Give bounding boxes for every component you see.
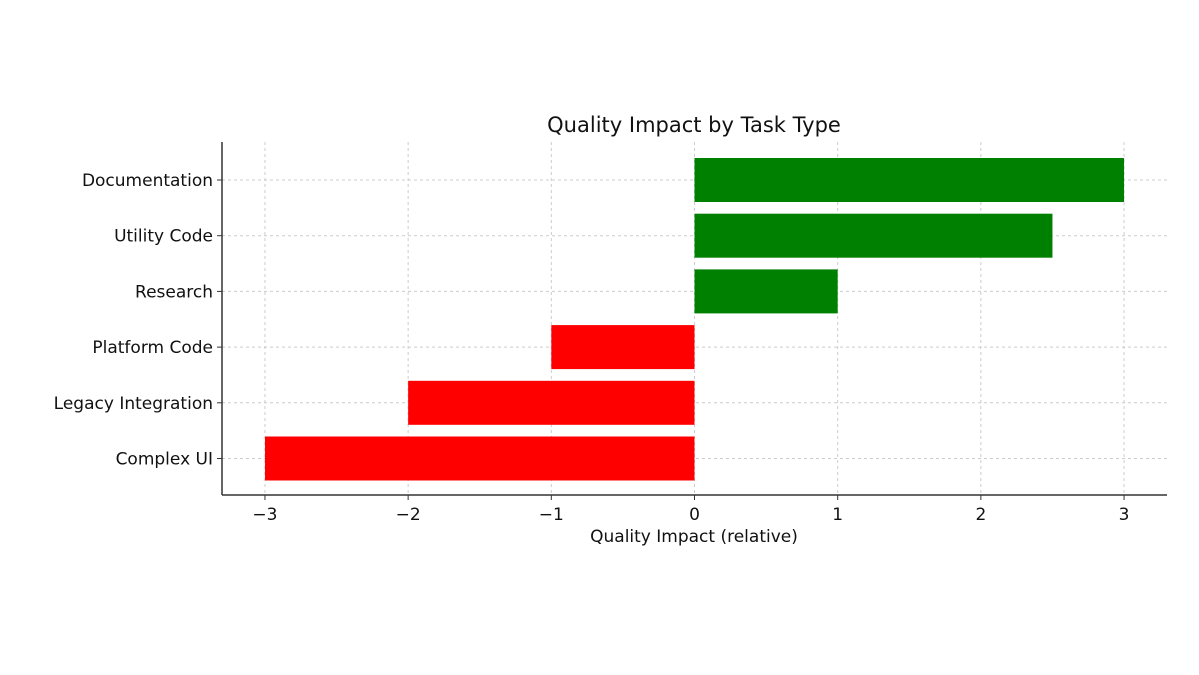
x-axis-label: Quality Impact (relative): [590, 527, 798, 547]
bar-research: [694, 269, 838, 314]
bars-layer: [264, 158, 1125, 481]
x-tick-label: 1: [832, 505, 843, 525]
y-category-labels: Documentation Utility Code Research Platfor…: [54, 171, 213, 470]
x-tick-label: −2: [396, 505, 421, 525]
y-tick-label: Complex UI: [116, 450, 213, 470]
x-ticks: −3 −2 −1 0 1 2 3: [252, 495, 1129, 525]
y-tick-label: Documentation: [82, 171, 213, 191]
x-tick-label: 3: [1119, 505, 1130, 525]
x-tick-label: 2: [975, 505, 986, 525]
bar-complex-ui: [264, 436, 695, 481]
bar-utility-code: [694, 213, 1053, 258]
x-tick-label: 0: [689, 505, 700, 525]
x-tick-label: −1: [539, 505, 564, 525]
chart-title: Quality Impact by Task Type: [547, 113, 841, 137]
y-tick-label: Platform Code: [92, 338, 213, 358]
x-tick-label: −3: [252, 505, 277, 525]
y-tick-label: Utility Code: [114, 227, 213, 247]
y-tick-label: Research: [135, 282, 213, 302]
bar-legacy-integration: [408, 380, 695, 425]
bar-documentation: [694, 158, 1125, 202]
bar-platform-code: [551, 325, 695, 370]
y-tick-label: Legacy Integration: [54, 394, 213, 414]
